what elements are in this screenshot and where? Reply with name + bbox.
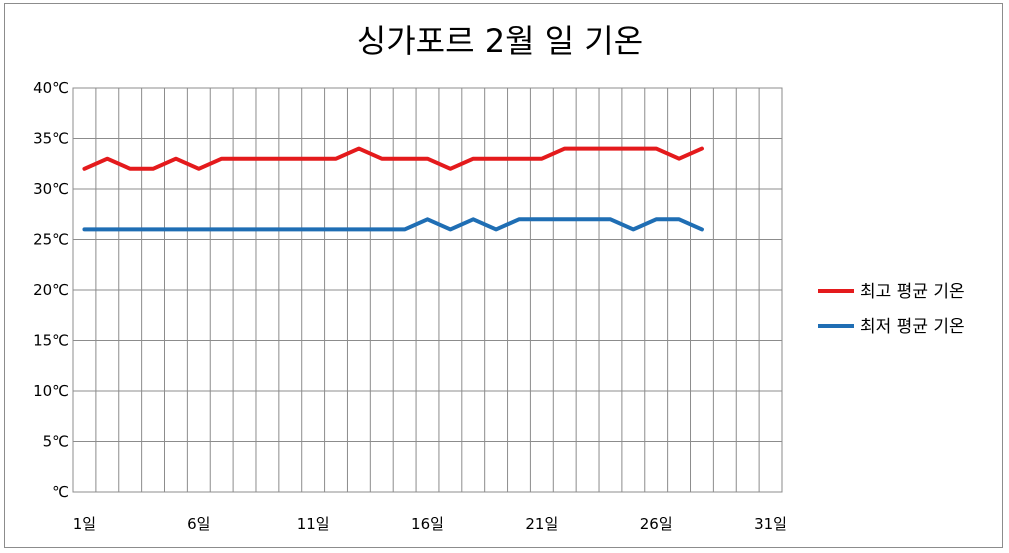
y-tick-label: 30℃ <box>33 180 69 198</box>
y-tick-label: 40℃ <box>33 79 69 97</box>
chart-title: 싱가포르 2월 일 기온 <box>357 22 643 60</box>
x-tick-label: 21일 <box>525 515 558 533</box>
y-tick-label: 35℃ <box>33 130 69 148</box>
x-tick-label: 11일 <box>297 515 330 533</box>
x-tick-label: 31일 <box>754 515 787 533</box>
x-tick-label: 6일 <box>187 515 210 533</box>
y-tick-label: 10℃ <box>33 382 69 400</box>
y-tick-label: ℃ <box>52 483 69 501</box>
y-tick-label: 25℃ <box>33 231 69 249</box>
y-tick-label: 15℃ <box>33 332 69 350</box>
y-axis-ticks: ℃ 5℃ 10℃ 15℃ 20℃ 25℃ 30℃ 35℃ 40℃ <box>33 79 69 501</box>
y-tick-label: 20℃ <box>33 281 69 299</box>
x-tick-label: 1일 <box>73 515 96 533</box>
series-line <box>82 146 704 171</box>
x-tick-label: 16일 <box>411 515 444 533</box>
legend-label: 최고 평균 기온 <box>860 282 965 302</box>
grid <box>72 87 783 493</box>
x-axis-ticks: 1일 6일 11일 16일 21일 26일 31일 <box>73 515 787 533</box>
chart-frame <box>4 3 1003 548</box>
series-line <box>82 217 704 232</box>
y-tick-label: 5℃ <box>43 433 69 451</box>
x-tick-label: 26일 <box>640 515 673 533</box>
legend-label: 최저 평균 기온 <box>860 317 965 337</box>
series-lines <box>82 146 704 232</box>
